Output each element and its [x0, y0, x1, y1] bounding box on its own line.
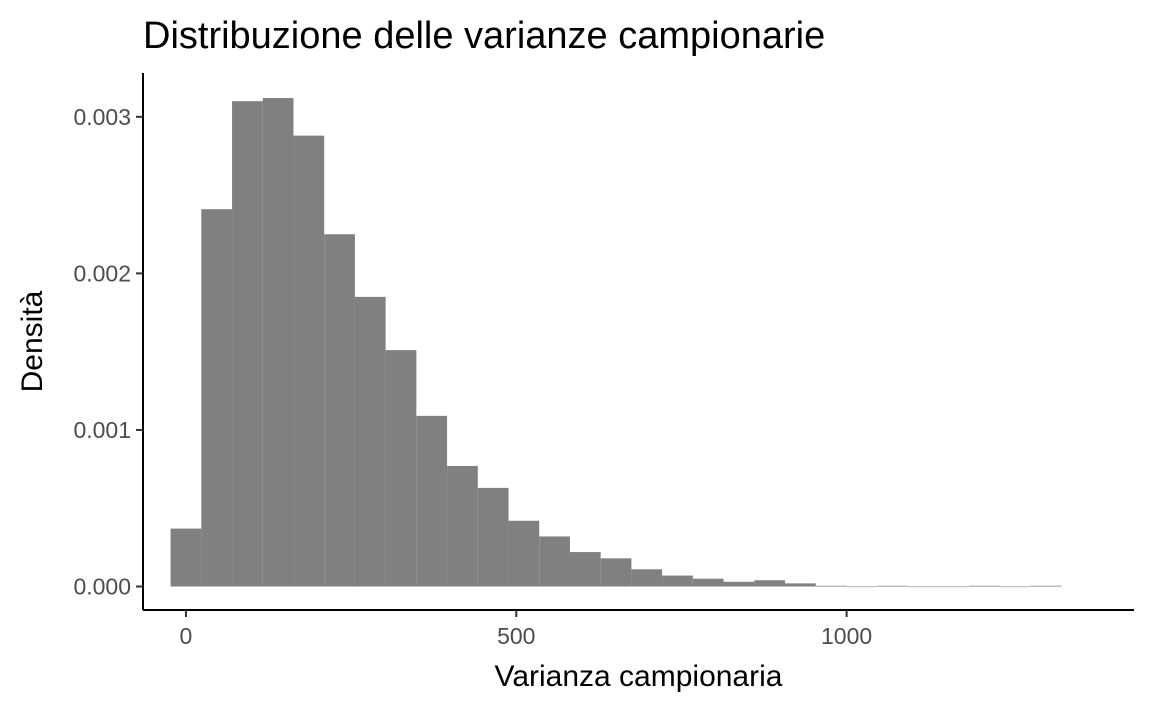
histogram-bar [416, 415, 448, 587]
histogram-bar [201, 209, 233, 587]
histogram-bar [477, 487, 509, 587]
histogram-bar [754, 580, 786, 587]
y-axis-title: Densità [16, 290, 49, 392]
histogram-bar [846, 586, 878, 588]
x-tick-label: 0 [180, 623, 193, 649]
x-tick-label: 1000 [821, 623, 872, 649]
histogram-bar [600, 558, 632, 587]
y-tick-label: 0.001 [73, 417, 131, 443]
histogram-bar [877, 585, 908, 587]
x-axis-ticks: 0 500 1000 [180, 610, 872, 649]
x-tick-label: 500 [497, 623, 535, 649]
histogram-bar [354, 296, 386, 587]
histogram-bar [938, 586, 970, 588]
histogram-bars [170, 98, 1062, 588]
histogram-bar [262, 98, 294, 587]
histogram-bar [969, 585, 1001, 587]
histogram-bar [1000, 586, 1031, 588]
histogram-bar [785, 583, 816, 587]
histogram-bar [539, 536, 570, 587]
histogram-bar [447, 465, 478, 587]
histogram-bar [631, 569, 663, 587]
y-axis-ticks: 0.000 0.001 0.002 0.003 [73, 104, 143, 600]
y-tick-label: 0.000 [73, 574, 131, 600]
histogram-bar [907, 586, 939, 588]
chart-title: Distribuzione delle varianze campionarie [143, 15, 825, 57]
histogram-bar [723, 581, 755, 587]
histogram-bar [170, 528, 202, 587]
histogram-bar [385, 350, 417, 587]
histogram-bar [1030, 585, 1062, 587]
histogram-bar [815, 585, 847, 587]
histogram-bar [662, 575, 693, 587]
histogram-bar [508, 520, 540, 587]
y-tick-label: 0.003 [73, 104, 131, 130]
histogram-bar [692, 578, 724, 587]
y-tick-label: 0.002 [73, 260, 131, 286]
histogram-bar [569, 552, 601, 587]
x-axis-title: Varianza campionaria [495, 660, 783, 693]
histogram-bar [293, 135, 325, 587]
histogram-bar [324, 234, 355, 587]
histogram-bar [232, 101, 263, 587]
